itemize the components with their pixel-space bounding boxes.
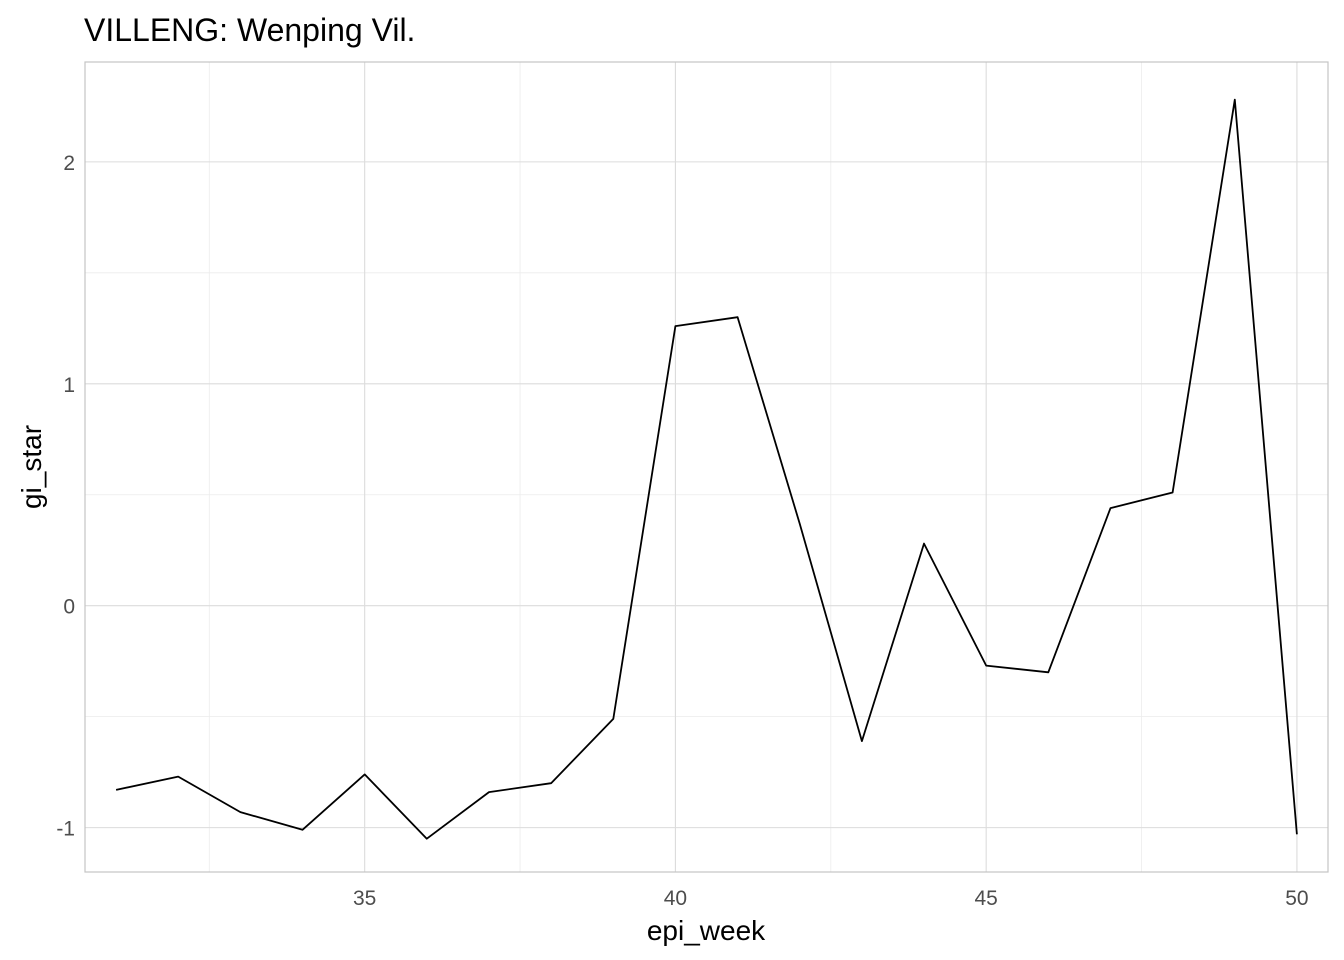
x-tick-label: 50 bbox=[1285, 887, 1308, 910]
y-tick-label: 2 bbox=[63, 152, 75, 175]
chart-title: VILLENG: Wenping Vil. bbox=[84, 12, 415, 48]
y-tick-label: 1 bbox=[63, 374, 75, 397]
series-group bbox=[115, 98, 1298, 840]
series-line bbox=[115, 98, 1298, 840]
minor-gridlines bbox=[85, 62, 1328, 872]
x-tick-label: 35 bbox=[353, 887, 376, 910]
x-axis-title: epi_week bbox=[647, 915, 766, 946]
x-axis-ticks: 35 40 45 50 bbox=[353, 887, 1309, 910]
y-axis-ticks: -1 0 1 2 bbox=[56, 152, 75, 841]
y-axis-title: gi_star bbox=[16, 425, 47, 509]
x-tick-label: 40 bbox=[664, 887, 687, 910]
plot-panel-border bbox=[84, 61, 1329, 873]
y-tick-label: -1 bbox=[56, 818, 75, 841]
y-tick-label: 0 bbox=[63, 596, 75, 619]
x-tick-label: 45 bbox=[974, 887, 997, 910]
